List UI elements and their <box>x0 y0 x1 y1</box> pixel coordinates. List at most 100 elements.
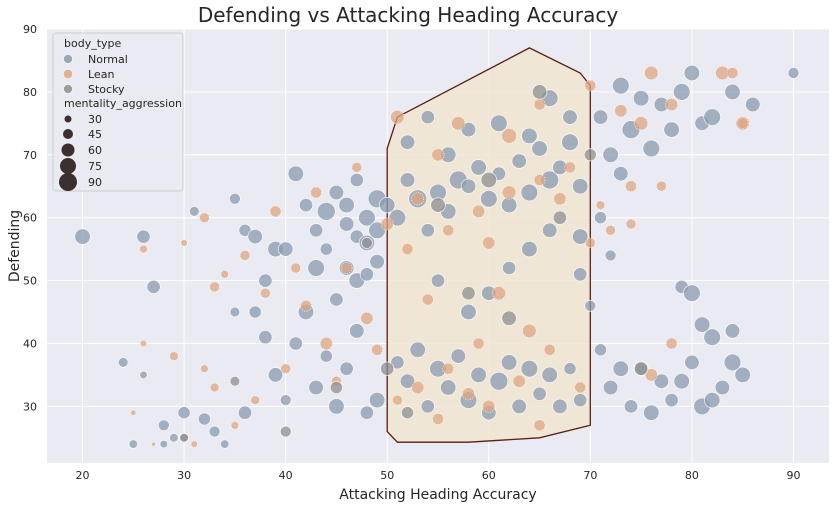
point-stocky <box>480 171 497 189</box>
point-normal <box>267 367 284 383</box>
point-normal <box>683 284 701 302</box>
point-normal <box>328 184 345 201</box>
legend-marker-stocky <box>63 84 73 94</box>
data-points <box>74 64 800 449</box>
point-lean <box>644 368 658 382</box>
legend-box <box>52 32 184 192</box>
point-lean <box>595 200 606 210</box>
point-lean <box>543 343 556 356</box>
point-lean <box>665 98 678 111</box>
point-normal <box>602 146 619 163</box>
point-lean <box>462 387 475 401</box>
x-tick-label: 30 <box>177 469 191 482</box>
point-normal <box>369 254 385 270</box>
legend-label-lean: Lean <box>88 68 114 81</box>
point-lean <box>190 440 198 448</box>
point-normal <box>420 110 435 125</box>
legend-size-marker-75 <box>60 158 76 174</box>
point-normal <box>74 228 91 245</box>
point-normal <box>189 206 200 217</box>
y-tick-label: 70 <box>23 149 37 162</box>
legend-size-label-60: 60 <box>88 144 102 157</box>
point-normal <box>177 406 191 420</box>
point-lean <box>501 128 517 144</box>
legend-size-marker-60 <box>61 143 75 157</box>
point-normal <box>349 323 365 339</box>
point-lean <box>371 343 383 356</box>
point-lean <box>574 381 587 394</box>
point-normal <box>703 108 721 126</box>
point-stocky <box>179 433 189 443</box>
point-lean <box>392 394 403 406</box>
y-axis-label: Defending <box>7 210 23 282</box>
point-stocky <box>401 406 414 420</box>
legend-size-label-90: 90 <box>88 176 102 189</box>
point-normal <box>339 361 354 376</box>
point-lean <box>390 110 405 125</box>
point-normal <box>684 354 700 371</box>
point-lean <box>522 323 537 338</box>
point-lean <box>665 337 678 350</box>
point-lean <box>533 174 546 186</box>
point-lean <box>269 205 282 218</box>
point-lean <box>533 98 546 111</box>
point-normal <box>379 197 396 214</box>
point-normal <box>399 172 416 188</box>
point-normal <box>563 362 577 376</box>
point-lean <box>401 243 414 255</box>
point-normal <box>460 303 477 321</box>
legend-hue-title: body_type <box>64 37 122 50</box>
x-tick-label: 20 <box>76 469 90 482</box>
point-lean <box>310 186 322 199</box>
point-stocky <box>461 286 476 301</box>
point-normal <box>561 133 579 151</box>
x-tick-label: 90 <box>786 469 800 482</box>
x-tick-label: 50 <box>380 469 394 482</box>
point-normal <box>592 109 609 125</box>
point-normal <box>368 221 386 240</box>
point-normal <box>541 366 558 384</box>
point-normal <box>258 273 273 288</box>
point-normal <box>745 96 761 113</box>
point-normal <box>572 228 589 245</box>
point-lean <box>130 409 137 416</box>
x-axis-label: Attacking Heading Accuracy <box>339 487 536 503</box>
point-normal <box>594 211 607 225</box>
point-lean <box>625 218 637 230</box>
legend-size-title: mentality_aggression <box>64 97 182 110</box>
point-normal <box>672 83 691 101</box>
point-normal <box>470 366 487 384</box>
point-normal <box>724 323 741 339</box>
point-normal <box>502 260 517 275</box>
point-normal <box>307 259 325 277</box>
point-normal <box>460 178 477 194</box>
point-lean <box>421 293 434 306</box>
point-normal <box>734 366 751 384</box>
point-normal <box>258 330 273 345</box>
point-normal <box>714 379 731 396</box>
point-normal <box>136 229 151 244</box>
point-normal <box>532 386 547 401</box>
point-normal <box>229 306 241 318</box>
point-normal <box>197 412 211 426</box>
point-lean <box>553 192 567 206</box>
point-normal <box>287 165 304 182</box>
point-normal <box>562 109 578 125</box>
point-normal <box>430 273 445 288</box>
legend-size-marker-30 <box>64 115 72 123</box>
point-lean <box>220 270 229 279</box>
chart-title: Defending vs Attacking Heading Accuracy <box>198 3 619 27</box>
point-normal <box>521 241 538 258</box>
point-stocky <box>279 425 292 438</box>
point-normal <box>602 379 619 396</box>
point-normal <box>572 178 589 195</box>
point-normal <box>328 398 345 415</box>
point-normal <box>409 341 426 358</box>
point-normal <box>612 76 630 95</box>
point-lean <box>625 180 637 192</box>
point-normal <box>146 279 161 294</box>
point-stocky <box>380 361 395 376</box>
point-normal <box>704 392 721 409</box>
legend-size-marker-90 <box>59 173 77 191</box>
